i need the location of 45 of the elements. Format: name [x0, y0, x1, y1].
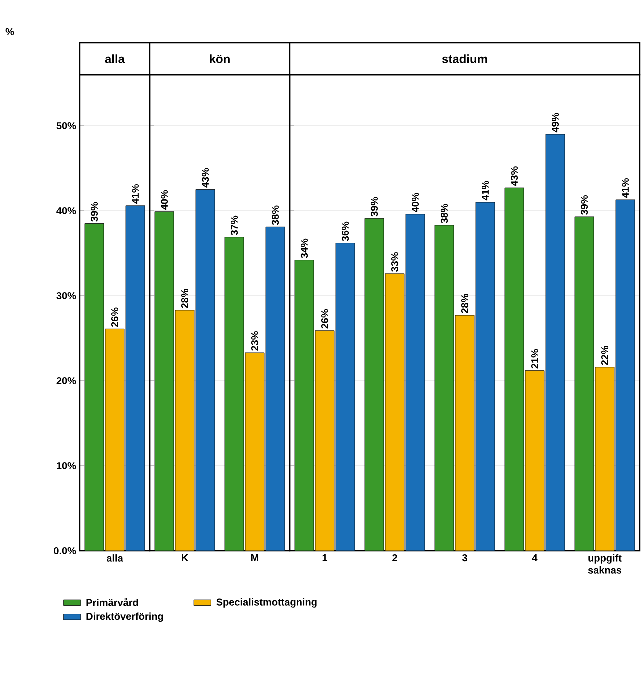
data-label: 41%: [622, 178, 630, 198]
y-tick-label: 50%: [56, 122, 76, 130]
data-label: 38%: [272, 206, 280, 226]
x-tick-label: M: [252, 554, 259, 562]
data-label: 43%: [510, 166, 518, 186]
data-label: 41%: [482, 181, 490, 201]
y-tick-label: 10%: [57, 462, 76, 470]
legend-label: Direktöverföring: [86, 612, 164, 622]
x-tick-label: alla: [106, 554, 124, 562]
legend-label: Primärvård: [86, 598, 138, 606]
legend-label: Specialistmottagning: [216, 598, 317, 608]
data-label: 23%: [251, 332, 259, 351]
data-label: 34%: [300, 238, 308, 258]
chart-title: stadium: [442, 54, 488, 64]
data-label: 40%: [160, 190, 168, 210]
data-label: 26%: [321, 309, 329, 329]
y-tick-label: 20%: [56, 377, 76, 385]
x-tick-label: 4: [532, 554, 538, 562]
x-tick-label: 2: [392, 554, 398, 562]
data-label: 39%: [370, 197, 378, 217]
data-label: 22%: [601, 346, 609, 366]
y-tick-label: 0.0%: [54, 547, 76, 555]
data-label: 26%: [111, 308, 119, 328]
data-label: 28%: [461, 294, 469, 314]
y-tick-label: 40%: [56, 207, 76, 215]
data-label: 39%: [90, 202, 98, 222]
data-label: 39%: [580, 196, 588, 216]
data-label: 33%: [391, 252, 399, 272]
data-label: 21%: [531, 349, 539, 369]
data-label: 28%: [181, 289, 189, 308]
data-label: 43%: [202, 168, 210, 188]
data-label: 41%: [132, 184, 140, 204]
data-label: 37%: [230, 216, 238, 236]
data-label: 36%: [342, 222, 350, 242]
y-axis-title: %: [6, 28, 14, 36]
x-tick-label: K: [182, 554, 189, 562]
x-tick-label: 1: [322, 554, 328, 562]
chart-title: alla: [105, 54, 126, 64]
data-label: 49%: [552, 113, 560, 133]
y-tick-label: 30%: [56, 292, 76, 300]
chart-title: kön: [210, 54, 230, 64]
data-label: 38%: [440, 204, 448, 224]
x-tick-label: 3: [462, 554, 468, 562]
x-tick-label: uppgift saknas: [588, 554, 622, 574]
data-label: 40%: [412, 192, 420, 213]
